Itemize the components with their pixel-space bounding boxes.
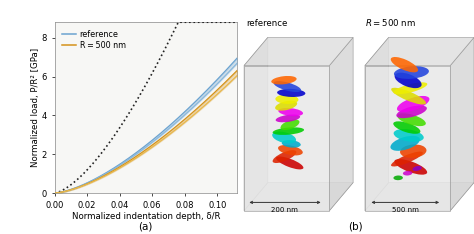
- Polygon shape: [365, 183, 474, 211]
- Ellipse shape: [400, 144, 427, 158]
- Ellipse shape: [275, 95, 299, 104]
- Ellipse shape: [391, 88, 426, 105]
- Ellipse shape: [394, 73, 421, 88]
- Ellipse shape: [393, 82, 427, 94]
- Ellipse shape: [277, 89, 305, 97]
- Polygon shape: [365, 37, 389, 211]
- Text: 200 nm: 200 nm: [271, 207, 298, 213]
- Text: (a): (a): [138, 222, 153, 232]
- Y-axis label: Normalized load, P/R² [GPa]: Normalized load, P/R² [GPa]: [31, 48, 40, 167]
- Polygon shape: [365, 66, 450, 211]
- X-axis label: Normalized indentation depth, δ/R: Normalized indentation depth, δ/R: [72, 212, 220, 221]
- Ellipse shape: [391, 136, 420, 151]
- Text: 500 nm: 500 nm: [392, 207, 419, 213]
- Ellipse shape: [271, 76, 297, 84]
- Legend: reference, R = 500 nm: reference, R = 500 nm: [60, 28, 128, 51]
- Ellipse shape: [391, 152, 423, 166]
- Text: reference: reference: [246, 19, 288, 28]
- Polygon shape: [329, 37, 353, 211]
- Ellipse shape: [273, 81, 301, 92]
- Ellipse shape: [393, 176, 403, 180]
- Ellipse shape: [412, 166, 422, 171]
- Ellipse shape: [275, 101, 297, 111]
- Text: $R$ = 500 nm: $R$ = 500 nm: [365, 17, 416, 28]
- Ellipse shape: [394, 159, 427, 175]
- Ellipse shape: [276, 114, 300, 122]
- Polygon shape: [244, 37, 353, 66]
- Ellipse shape: [396, 106, 427, 118]
- Polygon shape: [244, 66, 329, 211]
- Ellipse shape: [282, 140, 301, 148]
- Ellipse shape: [272, 132, 296, 143]
- Polygon shape: [450, 37, 474, 211]
- Ellipse shape: [397, 96, 429, 112]
- Ellipse shape: [281, 120, 300, 130]
- Ellipse shape: [394, 66, 429, 79]
- Ellipse shape: [403, 171, 412, 176]
- Polygon shape: [365, 37, 474, 66]
- Ellipse shape: [391, 57, 418, 72]
- Ellipse shape: [273, 150, 296, 163]
- Polygon shape: [244, 37, 268, 211]
- Ellipse shape: [397, 113, 426, 126]
- Ellipse shape: [278, 108, 303, 116]
- Text: (b): (b): [348, 222, 363, 232]
- Ellipse shape: [393, 129, 424, 142]
- Ellipse shape: [273, 127, 304, 135]
- Ellipse shape: [393, 121, 420, 134]
- Ellipse shape: [278, 145, 303, 155]
- Polygon shape: [244, 183, 353, 211]
- Ellipse shape: [276, 157, 303, 169]
